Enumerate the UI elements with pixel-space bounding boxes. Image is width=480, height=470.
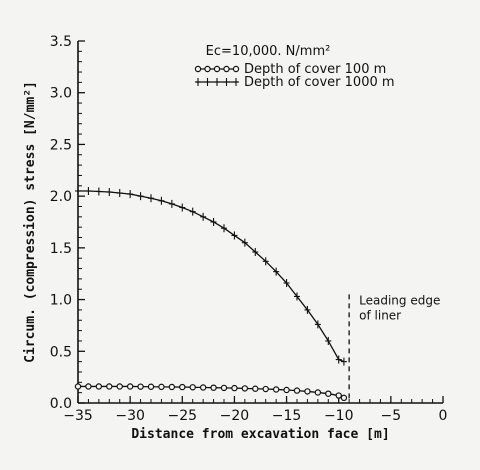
circle-marker [179, 383, 186, 391]
x-axis-title: Distance from excavation face [m] [131, 427, 389, 442]
circle-marker [252, 385, 259, 392]
x-tick-label: −15 [272, 408, 302, 424]
circle-marker [116, 383, 123, 390]
series-layer [74, 186, 348, 402]
circle-marker [223, 65, 230, 73]
circle-marker [220, 384, 228, 392]
annotation-text: Leading edge [359, 294, 440, 308]
legend: Ec=10,000. N/mm² Depth of cover 100 mDept… [194, 44, 395, 90]
circle-marker [304, 388, 311, 395]
legend-header: Ec=10,000. N/mm² [206, 44, 331, 59]
circle-marker [147, 383, 155, 390]
circle-marker [325, 390, 332, 397]
y-tick-label: 2.0 [50, 189, 72, 205]
circle-marker [232, 65, 240, 73]
circle-marker [74, 383, 82, 390]
circle-marker [85, 383, 92, 390]
circle-marker [168, 383, 176, 391]
circle-marker [95, 383, 103, 390]
series-1 [74, 383, 348, 402]
circle-marker [199, 384, 207, 391]
legend-entry-label: Depth of cover 1000 m [244, 75, 395, 90]
circle-marker [335, 392, 342, 399]
circle-marker [210, 384, 217, 391]
y-tick-label: 3.5 [50, 34, 72, 50]
x-tick-label: −25 [168, 408, 198, 424]
x-tick-label: −30 [115, 408, 145, 424]
circle-marker [231, 384, 238, 392]
circle-marker [189, 384, 196, 391]
circle-marker [283, 386, 290, 394]
circle-marker [241, 385, 249, 392]
series-2 [75, 186, 347, 366]
y-tick-label: 1.0 [50, 293, 72, 309]
y-tick-label: 0.0 [50, 396, 72, 412]
circle-marker [126, 383, 134, 390]
y-ticks-group: 0.0 0.5 1.0 1.5 2.0 2.5 3.0 3.5 [50, 34, 85, 412]
y-axis-title: Circum. (compression) stress [N/mm²] [23, 81, 38, 363]
x-tick-label: −35 [63, 408, 93, 424]
circle-marker [106, 383, 113, 390]
y-tick-label: 0.5 [50, 344, 72, 360]
legend-entry-label: Depth of cover 100 m [244, 62, 386, 77]
y-tick-label: 1.5 [50, 241, 72, 257]
circle-marker [213, 65, 221, 73]
y-tick-label: 3.0 [50, 86, 72, 102]
circle-marker [272, 386, 280, 393]
circle-marker [293, 387, 301, 394]
x-tick-label: −5 [381, 408, 402, 424]
circle-marker [204, 65, 211, 73]
x-tick-label: −10 [324, 408, 354, 424]
circle-marker [340, 394, 348, 402]
circle-marker [158, 383, 165, 391]
x-tick-label: 0 [439, 408, 448, 424]
circle-marker [137, 383, 144, 390]
annotation-text: of liner [359, 309, 401, 323]
axes-group [77, 41, 443, 404]
circle-marker [314, 389, 322, 396]
x-tick-label: −20 [220, 408, 250, 424]
x-ticks-group: −35 −30 −25 −20 −15 −10 −5 0 [63, 396, 447, 424]
circle-marker [194, 65, 202, 73]
y-tick-label: 2.5 [50, 137, 72, 153]
circle-marker [262, 385, 269, 393]
